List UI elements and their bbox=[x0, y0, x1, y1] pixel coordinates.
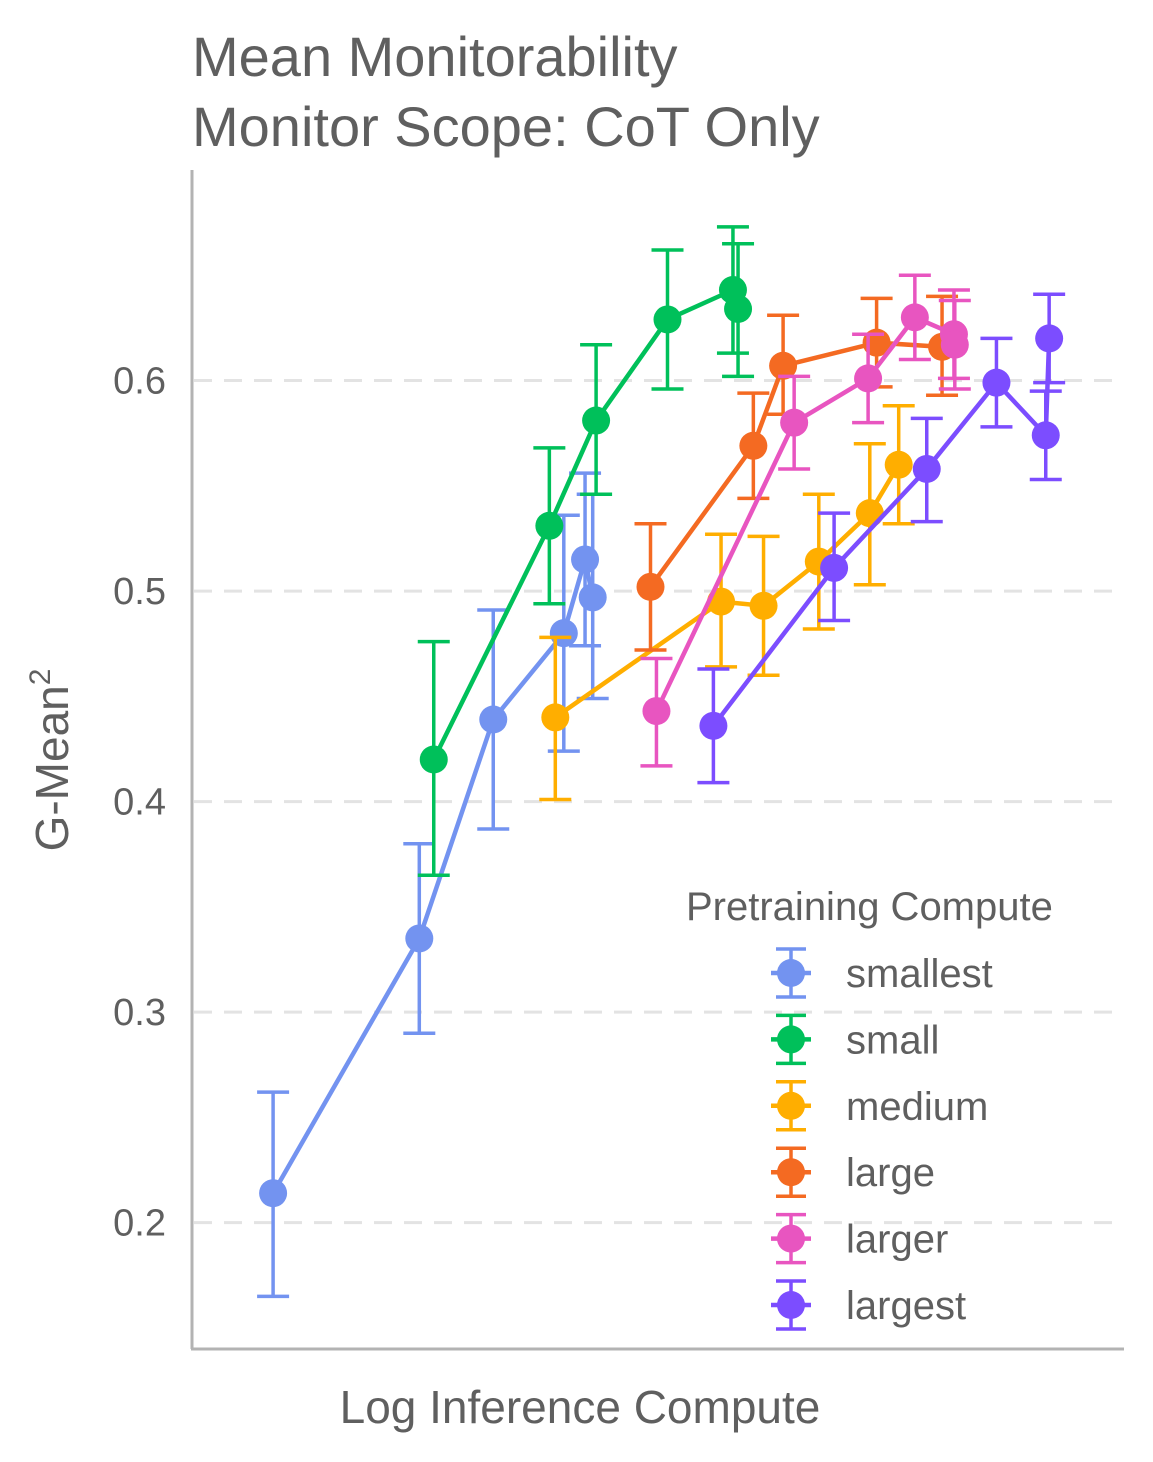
data-point bbox=[405, 924, 434, 953]
legend-item-larger: larger bbox=[771, 1212, 948, 1265]
data-point bbox=[820, 553, 849, 582]
data-point bbox=[642, 697, 671, 726]
data-point bbox=[1035, 324, 1064, 353]
data-point bbox=[739, 431, 768, 460]
series-layer bbox=[257, 225, 1066, 1299]
data-point bbox=[571, 545, 600, 574]
legend-label: smallest bbox=[846, 952, 993, 996]
data-point bbox=[780, 408, 809, 437]
data-point bbox=[699, 711, 728, 740]
data-point bbox=[884, 450, 913, 479]
legend-marker bbox=[777, 959, 805, 987]
data-point bbox=[653, 305, 682, 334]
series-largest bbox=[697, 292, 1066, 785]
data-point bbox=[982, 368, 1011, 397]
data-point bbox=[1031, 421, 1060, 450]
legend-label: largest bbox=[846, 1284, 966, 1328]
legend-item-large: large bbox=[771, 1146, 935, 1198]
legend-item-smallest: smallest bbox=[771, 947, 993, 999]
y-tick-label: 0.6 bbox=[113, 361, 166, 403]
y-tick-label: 0.5 bbox=[113, 571, 166, 613]
legend-item-medium: medium bbox=[771, 1080, 988, 1132]
data-point bbox=[259, 1179, 288, 1208]
data-point bbox=[535, 511, 564, 540]
x-axis-title: Log Inference Compute bbox=[340, 1381, 821, 1433]
data-point bbox=[912, 454, 941, 483]
legend-label: small bbox=[846, 1018, 939, 1062]
legend-item-largest: largest bbox=[771, 1279, 966, 1331]
data-point bbox=[582, 406, 611, 435]
data-point bbox=[578, 583, 607, 612]
data-point bbox=[636, 572, 665, 601]
data-point bbox=[855, 499, 884, 528]
series-larger bbox=[640, 273, 971, 768]
legend-marker bbox=[777, 1291, 805, 1319]
legend-marker bbox=[777, 1224, 805, 1253]
y-axis-title-superscript: 2 bbox=[24, 669, 57, 686]
axes bbox=[190, 170, 1124, 1351]
title-block: Mean Monitorability Monitor Scope: CoT O… bbox=[192, 22, 820, 162]
y-axis-title-main: G-Mean bbox=[26, 685, 78, 851]
legend: Pretraining Compute smallest small medium l… bbox=[686, 885, 1053, 1331]
y-tick-label: 0.3 bbox=[113, 992, 166, 1034]
legend-marker bbox=[777, 1025, 805, 1054]
data-point bbox=[724, 294, 753, 323]
data-point bbox=[940, 330, 969, 359]
data-point bbox=[769, 351, 798, 380]
series-smallest bbox=[257, 471, 609, 1299]
chart-title: Mean Monitorability bbox=[192, 25, 678, 88]
data-point bbox=[854, 364, 883, 393]
data-point bbox=[419, 745, 448, 774]
y-axis-title: G-Mean2 bbox=[24, 669, 78, 852]
y-tick-label: 0.2 bbox=[113, 1203, 166, 1245]
legend-item-small: small bbox=[771, 1013, 939, 1066]
data-point bbox=[900, 303, 929, 332]
legend-label: medium bbox=[846, 1085, 988, 1129]
data-point bbox=[749, 591, 778, 620]
series-small bbox=[417, 225, 755, 878]
data-point bbox=[479, 705, 508, 734]
chart-subtitle: Monitor Scope: CoT Only bbox=[192, 95, 820, 158]
y-tick-labels: 0.2 0.3 0.4 0.5 0.6 bbox=[113, 361, 166, 1245]
legend-marker bbox=[777, 1158, 805, 1187]
legend-label: large bbox=[846, 1151, 935, 1195]
legend-title: Pretraining Compute bbox=[686, 885, 1053, 929]
legend-marker bbox=[777, 1091, 805, 1120]
y-tick-label: 0.4 bbox=[113, 782, 166, 824]
data-point bbox=[541, 703, 570, 732]
legend-label: larger bbox=[846, 1218, 948, 1262]
